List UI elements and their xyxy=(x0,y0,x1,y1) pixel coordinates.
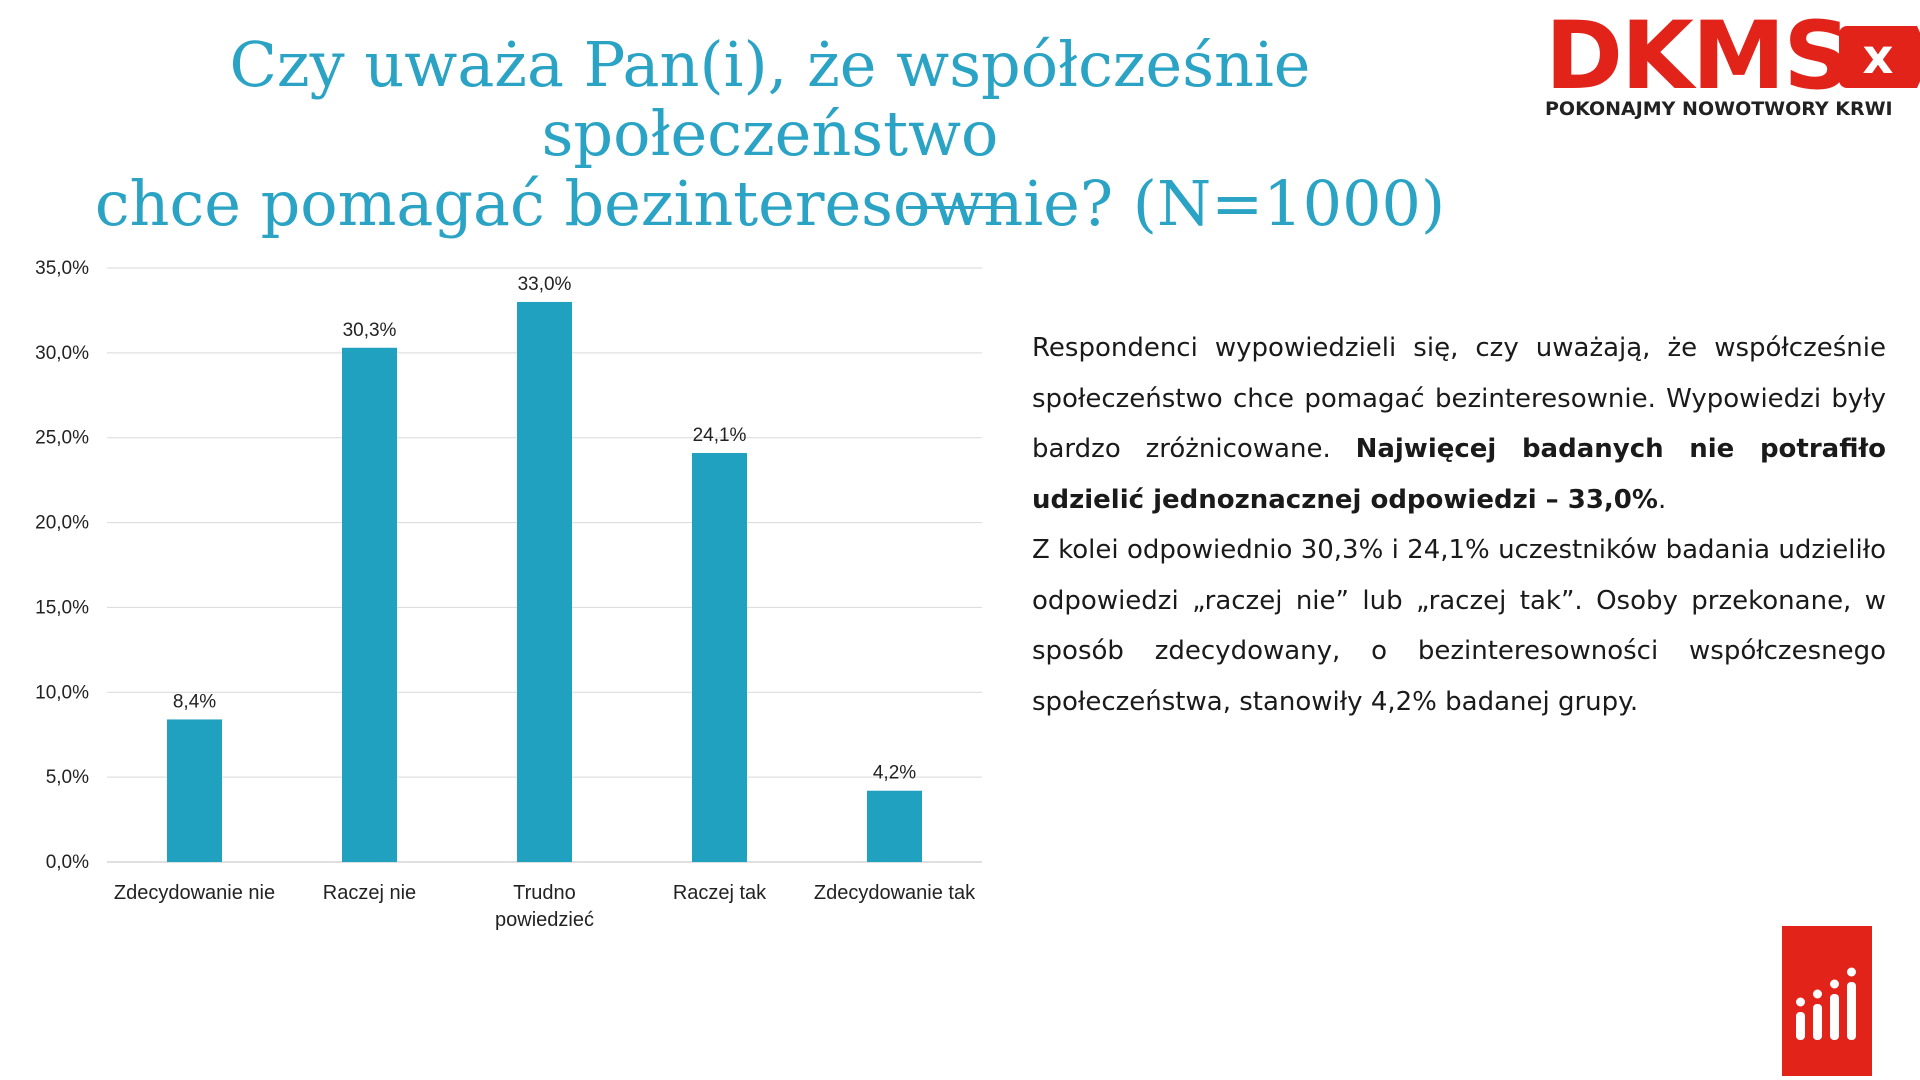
bar xyxy=(342,347,397,862)
logo-tagline: POKONAJMY NOWOTWORY KRWI xyxy=(1545,98,1893,120)
description-intro: Respondenci wypowiedzieli się, czy uważa… xyxy=(1032,333,1886,464)
description-text: Respondenci wypowiedzieli się, czy uważa… xyxy=(1032,323,1886,727)
logo-wordmark: DKMS xyxy=(1545,2,1851,111)
data-label: 8,4% xyxy=(173,691,216,712)
bar xyxy=(692,452,747,862)
category-label: Zdecydowanie tak xyxy=(814,882,976,904)
data-label: 4,2% xyxy=(873,763,916,784)
bar xyxy=(167,719,222,862)
category-label: Raczej tak xyxy=(673,882,767,904)
y-tick-label: 15,0% xyxy=(35,597,89,618)
y-tick-label: 20,0% xyxy=(35,513,89,534)
y-tick-label: 30,0% xyxy=(35,343,89,364)
description-details: Z kolei odpowiednio 30,3% i 24,1% uczest… xyxy=(1032,535,1886,717)
y-tick-label: 0,0% xyxy=(46,852,89,873)
corner-brand-icon xyxy=(1782,926,1872,1076)
description-highlight: Najwięcej badanych nie potrafiło udzieli… xyxy=(1032,434,1886,515)
description-period: . xyxy=(1657,484,1667,515)
category-label: Trudno powiedzieć xyxy=(495,882,594,931)
y-tick-label: 25,0% xyxy=(35,428,89,449)
logo-x-mark: x xyxy=(1839,26,1920,88)
data-label: 24,1% xyxy=(693,425,747,446)
bar xyxy=(867,790,922,862)
page-title: Czy uważa Pan(i), że współcześnie społec… xyxy=(20,30,1520,238)
bar xyxy=(517,301,572,862)
data-label: 30,3% xyxy=(343,320,397,341)
title-line-2: chce pomagać bezinteresownie? (N=1000) xyxy=(94,166,1446,240)
bar-chart-icon xyxy=(1796,967,1856,1040)
bar-chart: 0,0% 5,0% 10,0% 15,0% 20,0% 25,0% 30,0% 35,0% 8,… xyxy=(35,258,982,931)
title-underline xyxy=(906,206,1016,209)
category-label: Zdecydowanie nie xyxy=(114,882,275,904)
category-label: Raczej nie xyxy=(323,882,416,904)
y-tick-label: 5,0% xyxy=(46,767,89,788)
data-label: 33,0% xyxy=(518,274,572,295)
dkms-logo: DKMS x POKONAJMY NOWOTWORY KRWI xyxy=(1545,10,1920,125)
y-tick-label: 35,0% xyxy=(35,258,89,279)
y-tick-label: 10,0% xyxy=(35,682,89,703)
title-line-1: Czy uważa Pan(i), że współcześnie społec… xyxy=(229,28,1311,171)
